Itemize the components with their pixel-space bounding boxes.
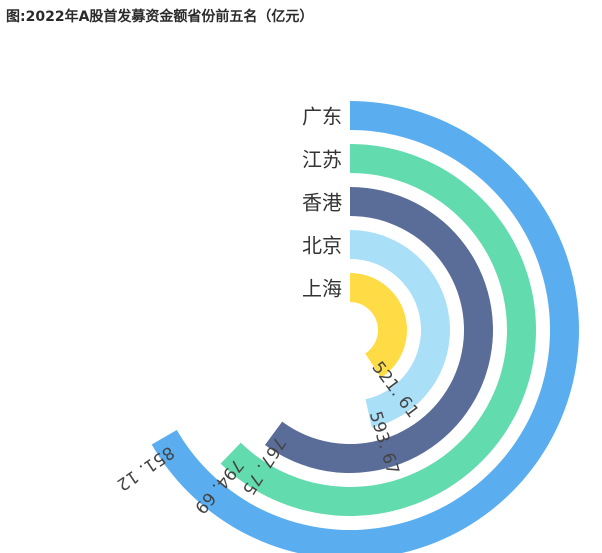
- category-label-3: 香港: [302, 191, 342, 215]
- radial-bar-3: [264, 187, 494, 473]
- radial-bars: [151, 101, 579, 553]
- radial-bar-4: [350, 230, 451, 428]
- category-label-5: 上海: [302, 277, 342, 301]
- chart-title: 图:2022年A股首发募资金额省份前五名（亿元）: [6, 9, 314, 25]
- radial-bar-5: [350, 273, 408, 378]
- category-label-4: 北京: [302, 234, 342, 258]
- category-label-1: 广东: [302, 105, 342, 129]
- radial-bar-2: [220, 144, 536, 516]
- category-label-2: 江苏: [302, 148, 342, 172]
